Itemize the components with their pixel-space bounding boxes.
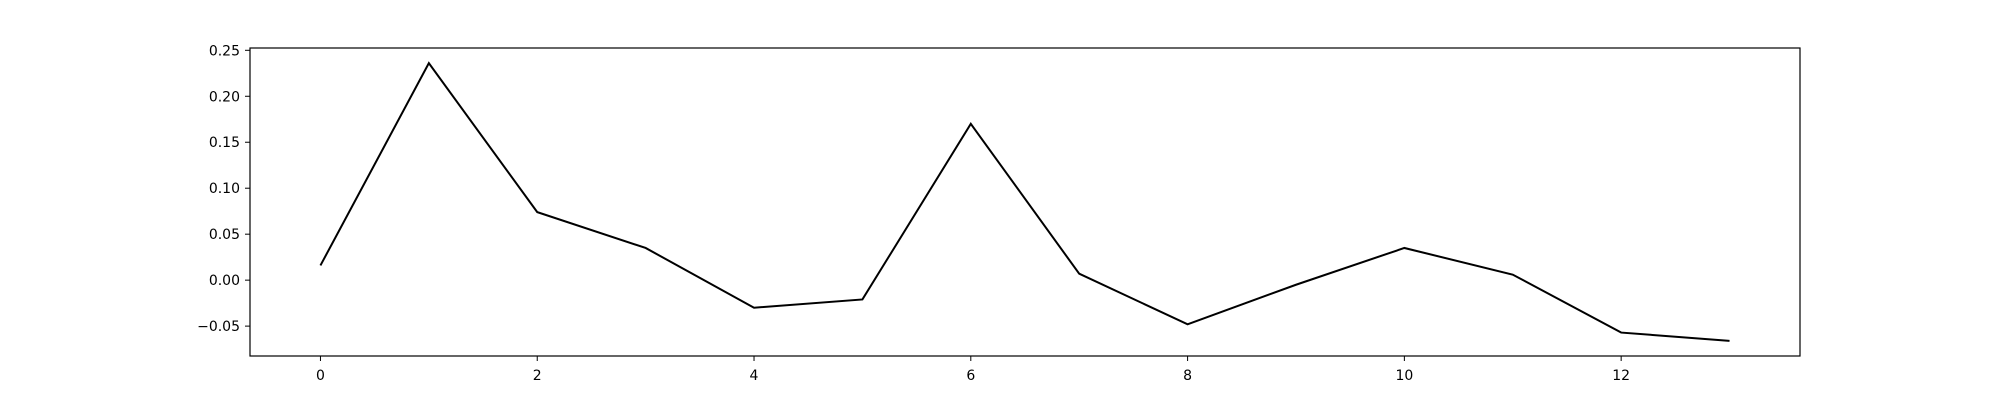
x-tick-label: 2 (533, 368, 542, 384)
x-tick-label: 12 (1612, 368, 1630, 384)
x-tick-label: 4 (750, 368, 759, 384)
x-tick-label: 0 (316, 368, 325, 384)
y-tick-label: 0.25 (209, 43, 240, 59)
x-axis: 0 2 4 6 8 10 12 (316, 356, 1630, 384)
series-layer (319, 61, 1730, 342)
y-tick-label: 0.00 (209, 273, 240, 289)
x-tick-label: 8 (1183, 368, 1192, 384)
y-tick-label: 0.05 (209, 227, 240, 243)
y-tick-label: −0.05 (197, 319, 240, 335)
y-tick-label: 0.20 (209, 89, 240, 105)
series-line (319, 61, 1730, 342)
y-axis: −0.05 0.00 0.05 0.10 0.15 0.20 0.25 (197, 43, 250, 335)
plot-area (249, 47, 1801, 357)
y-tick-label: 0.10 (209, 181, 240, 197)
y-tick-label: 0.15 (209, 135, 240, 151)
x-tick-label: 6 (966, 368, 975, 384)
x-tick-label: 10 (1395, 368, 1413, 384)
